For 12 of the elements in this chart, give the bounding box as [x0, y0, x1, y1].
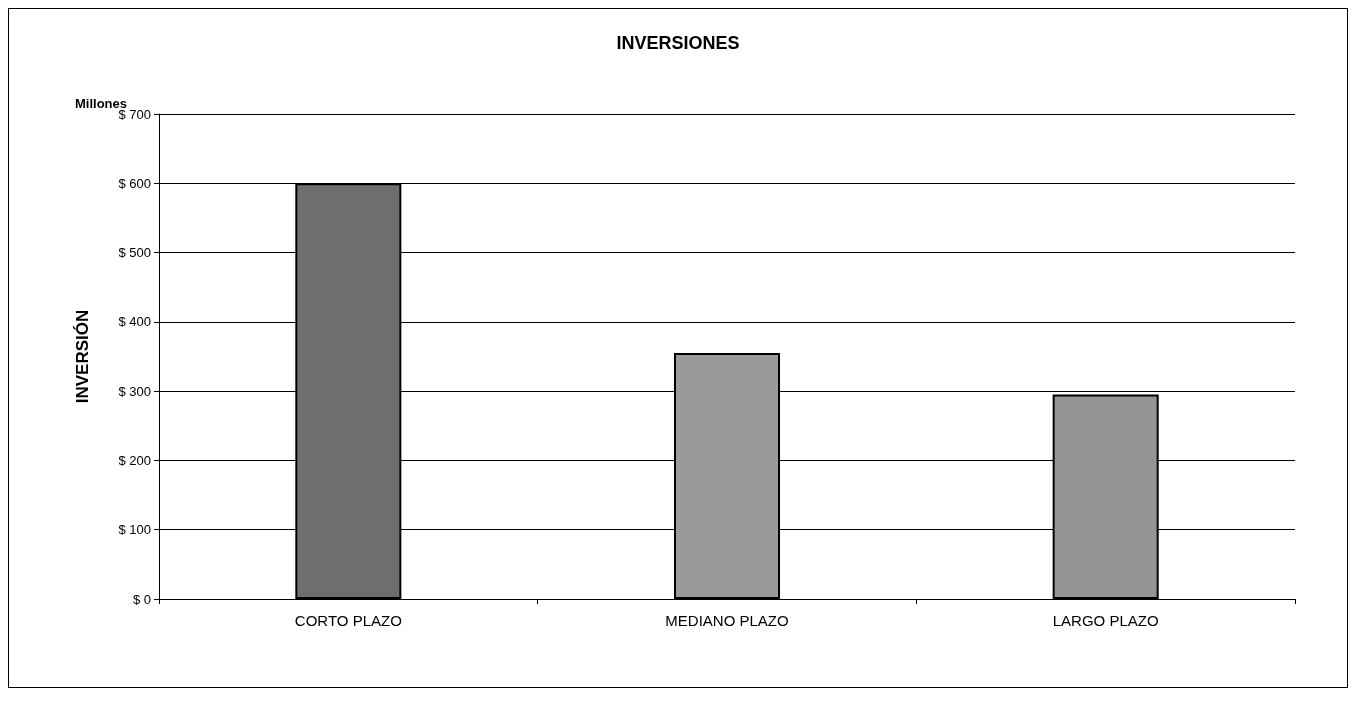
- x-tick-label: CORTO PLAZO: [294, 612, 402, 629]
- y-tick-label: $ 300: [118, 383, 151, 399]
- x-tick-label: MEDIANO PLAZO: [665, 612, 789, 629]
- y-tick-label: $ 0: [132, 591, 151, 607]
- y-tick-label: $ 400: [118, 314, 151, 330]
- y-tick-label: $ 200: [118, 452, 151, 468]
- y-tick-label: $ 100: [118, 522, 151, 538]
- y-tick-label: $ 500: [118, 245, 151, 261]
- chart-title: INVERSIONES: [616, 33, 740, 53]
- y-axis-title: INVERSIÓN: [73, 309, 92, 404]
- x-tick-label: LARGO PLAZO: [1052, 612, 1159, 629]
- y-tick-label: $ 600: [118, 175, 151, 191]
